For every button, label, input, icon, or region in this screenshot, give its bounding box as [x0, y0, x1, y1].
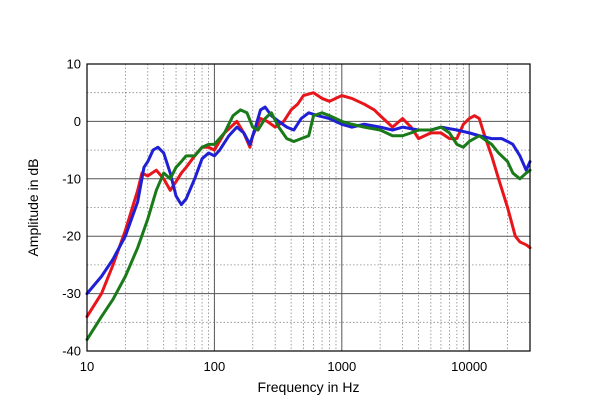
x-tick-label: 10 [80, 359, 94, 374]
y-tick-label: -20 [62, 229, 81, 244]
plot-frame [86, 63, 531, 352]
x-tick-label: 1000 [327, 359, 356, 374]
y-tick-label: 10 [67, 57, 81, 72]
y-tick-label: -40 [62, 344, 81, 359]
y-tick-label: -10 [62, 171, 81, 186]
series-line-1 [85, 91, 532, 319]
x-tick-label: 10000 [451, 359, 487, 374]
y-axis-label: Amplitude in dB [25, 158, 41, 256]
series-lines [85, 91, 532, 342]
x-axis-label: Frequency in Hz [258, 379, 360, 395]
series-line-3 [85, 108, 532, 342]
y-tick-label: 0 [74, 114, 81, 129]
y-tick-label: -30 [62, 286, 81, 301]
x-tick-label: 100 [204, 359, 226, 374]
